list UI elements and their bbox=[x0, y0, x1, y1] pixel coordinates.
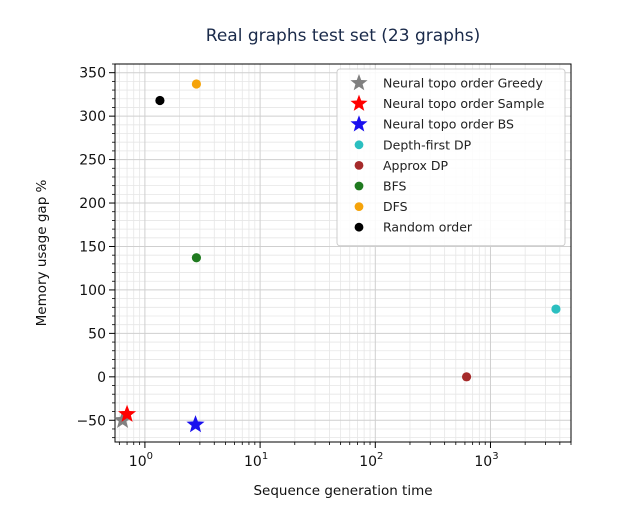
legend-marker-neural-topo-order-sample bbox=[350, 94, 368, 111]
legend-label-neural-topo-order-sample: Neural topo order Sample bbox=[383, 96, 545, 111]
legend-marker-bfs bbox=[354, 181, 364, 191]
point-random-order bbox=[155, 95, 165, 106]
legend-label-neural-topo-order-greedy: Neural topo order Greedy bbox=[383, 76, 543, 91]
x-axis-title: Sequence generation time bbox=[253, 483, 432, 499]
legend-marker-random-order bbox=[354, 222, 364, 232]
legend-label-neural-topo-order-bs: Neural topo order BS bbox=[383, 117, 514, 132]
y-tick-label: 0 bbox=[97, 370, 106, 386]
legend-label-dfs: DFS bbox=[383, 199, 408, 214]
y-tick-label: 350 bbox=[79, 66, 106, 82]
legend-label-random-order: Random order bbox=[383, 220, 473, 235]
point-neural-topo-order-sample bbox=[118, 404, 137, 422]
plot-frame bbox=[114, 63, 572, 443]
y-axis-title: Memory usage gap % bbox=[34, 179, 50, 326]
x-tick-label: 103 bbox=[474, 451, 498, 470]
y-tick-label: 250 bbox=[79, 153, 106, 169]
legend-marker-neural-topo-order-bs bbox=[350, 115, 368, 132]
point-neural-topo-order-bs bbox=[186, 415, 205, 433]
legend-box bbox=[336, 68, 566, 247]
y-tick-label: 300 bbox=[79, 109, 106, 125]
y-tick-label: 200 bbox=[79, 196, 106, 212]
x-tick-label: 101 bbox=[244, 451, 268, 470]
y-tick-label: 100 bbox=[79, 283, 106, 299]
point-bfs bbox=[191, 253, 202, 263]
data-marks bbox=[113, 79, 561, 433]
point-approx-dp bbox=[461, 372, 472, 382]
point-dfs bbox=[191, 79, 202, 89]
legend-label-bfs: BFS bbox=[383, 179, 407, 194]
x-tick-label: 100 bbox=[129, 451, 153, 470]
legend-marker-approx-dp bbox=[354, 161, 364, 170]
y-tick-label: 150 bbox=[79, 239, 106, 255]
y-tick-label: 50 bbox=[88, 326, 106, 342]
x-tick-label: 102 bbox=[359, 451, 383, 470]
legend-marker-dfs bbox=[354, 202, 364, 212]
legend-marker-neural-topo-order-greedy bbox=[350, 74, 368, 91]
legend-label-approx-dp: Approx DP bbox=[383, 158, 449, 173]
point-depth-first-dp bbox=[551, 304, 561, 314]
y-tick-label: −50 bbox=[76, 413, 106, 429]
legend-marker-depth-first-dp bbox=[354, 140, 364, 150]
legend: Neural topo order Greedy Neural topo orde… bbox=[336, 68, 566, 247]
axis-ticks: −50 0 50 100 150 200 250 300 350 100 101 102 103 bbox=[76, 63, 572, 470]
legend-label-depth-first-dp: Depth-first DP bbox=[383, 137, 472, 152]
chart-title: Real graphs test set (23 graphs) bbox=[206, 26, 480, 46]
